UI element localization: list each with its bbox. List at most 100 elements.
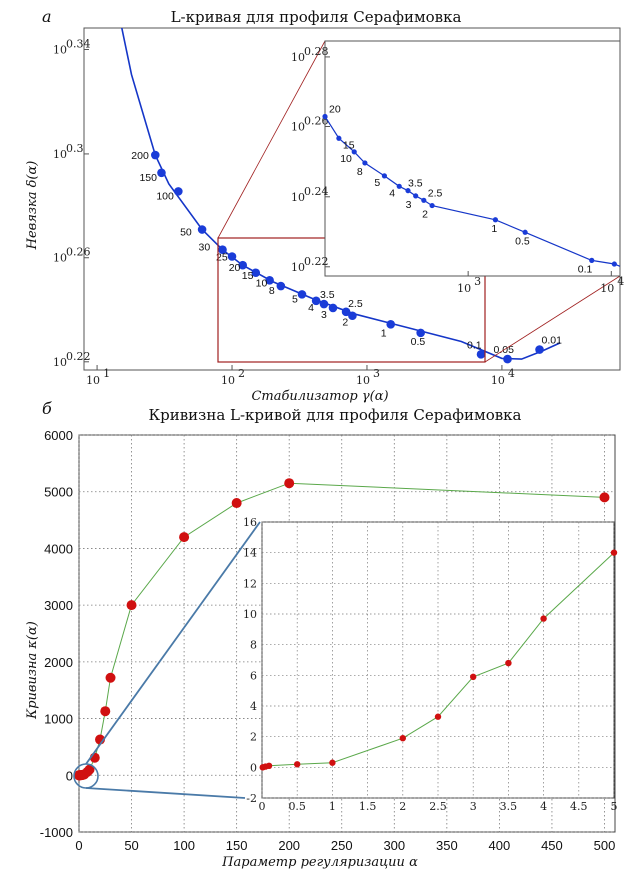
inset-x-tick-label: 3.5 <box>500 800 518 813</box>
l-curve-point <box>218 245 227 254</box>
x-tick-label: 100 <box>173 838 195 853</box>
inset-x-tick-label: 2.5 <box>429 800 447 813</box>
inset-x-tick-label: 4 <box>540 800 547 813</box>
inset-alpha-label: 3.5 <box>408 178 423 190</box>
x-tick-label: 500 <box>594 838 616 853</box>
curvature-point <box>84 764 95 775</box>
inset-x-tick-label: 2 <box>399 800 406 813</box>
panel-a-letter: а <box>42 7 52 26</box>
inset-alpha-label: 10 <box>340 153 352 165</box>
inset-point <box>351 149 357 155</box>
curvature-point <box>599 492 610 503</box>
inset-point <box>381 173 388 179</box>
x-tick-label: 300 <box>383 838 405 853</box>
x-tick-label: 400 <box>489 838 511 853</box>
l-curve-point <box>476 350 486 359</box>
inset-curvature-point <box>265 762 273 769</box>
y-tick-exponent: 0.26 <box>66 246 91 259</box>
inset-curvature-point <box>399 735 406 742</box>
inset-y-tick-exponent: 0.26 <box>304 115 329 128</box>
x-tick-label: 350 <box>436 838 458 853</box>
x-tick-exponent: 3 <box>373 367 380 380</box>
panel-b-xlabel: Параметр регуляризации α <box>221 855 418 870</box>
alpha-label: 2 <box>342 317 348 329</box>
inset-x-tick-label: 3 <box>470 800 477 813</box>
x-tick-label: 150 <box>226 838 248 853</box>
inset-alpha-label: 20 <box>329 103 341 115</box>
alpha-label: 0.5 <box>411 336 426 348</box>
panel-b-inset-grid <box>261 521 615 799</box>
panel-b-inset-series <box>259 549 618 771</box>
alpha-label: 200 <box>131 150 149 162</box>
panel-b: б Кривизна L-кривой для профиля Серафимо… <box>25 399 618 870</box>
panel-a-inset-frame <box>324 40 621 277</box>
inset-curvature-point <box>610 549 618 556</box>
inset-y-tick-label: 16 <box>243 516 257 529</box>
inset-y-tick-label: 14 <box>243 547 257 560</box>
l-curve-point <box>157 168 166 178</box>
x-tick-exponent: 2 <box>238 367 245 380</box>
panel-b-letter: б <box>42 399 52 418</box>
inset-alpha-label: 3 <box>406 199 412 211</box>
inset-alpha-label: 8 <box>357 166 363 178</box>
zoom-connector-right <box>484 275 621 363</box>
l-curve-point <box>265 276 274 285</box>
alpha-label: 10 <box>256 277 268 289</box>
inset-point <box>492 217 499 223</box>
l-curve-point <box>311 296 321 306</box>
inset-point <box>611 261 617 267</box>
alpha-label: 3.5 <box>320 289 335 301</box>
alpha-label: 30 <box>198 242 210 254</box>
inset-point <box>405 188 411 194</box>
x-tick-label: 10 <box>86 374 100 387</box>
curvature-point <box>126 600 137 611</box>
inset-point <box>522 229 528 235</box>
inset-curvature-point <box>329 759 336 766</box>
inset-curvature-point <box>294 761 301 768</box>
inset-y-tick-label: 6 <box>250 669 257 682</box>
inset-x-tick-label: 1 <box>329 800 336 813</box>
inset-alpha-label: 1 <box>491 223 497 235</box>
y-tick-label: 6000 <box>44 428 73 443</box>
inset-point <box>421 197 427 203</box>
inset-y-tick-exponent: 0.28 <box>304 45 329 58</box>
inset-point <box>413 193 419 199</box>
inset-x-tick-exponent: 3 <box>474 275 481 288</box>
inset-x-tick-label: 0.5 <box>288 800 306 813</box>
panel-a-xlabel: Стабилизатор γ(α) <box>251 389 388 404</box>
y-tick-label: -1000 <box>40 825 73 840</box>
inset-point <box>362 160 368 166</box>
alpha-label: 100 <box>156 190 174 202</box>
l-curve-point <box>328 303 338 313</box>
inset-alpha-label: 0.1 <box>578 263 593 275</box>
inset-point <box>396 183 402 189</box>
x-tick-exponent: 1 <box>103 367 110 380</box>
inset-point <box>322 113 328 120</box>
inset-y-tick-label: 4 <box>250 700 257 713</box>
inset-y-tick-label: 10 <box>291 121 305 134</box>
l-curve-point <box>197 225 207 234</box>
y-tick-label: 3000 <box>44 598 73 613</box>
alpha-label: 15 <box>242 270 254 282</box>
panel-b-inset-frame <box>261 521 615 799</box>
y-tick-label: 5000 <box>44 485 73 500</box>
inset-x-tick-label: 10 <box>457 282 471 295</box>
l-curve-point <box>238 260 248 270</box>
zoom-connector-top <box>85 521 261 765</box>
inset-alpha-label: 15 <box>343 139 355 151</box>
panel-b-ylabel: Кривизна κ(α) <box>25 621 40 720</box>
alpha-label: 4 <box>308 302 314 314</box>
l-curve-point <box>348 311 357 321</box>
alpha-label: 0.1 <box>467 339 482 351</box>
alpha-label: 3 <box>321 309 327 321</box>
y-tick-label: 4000 <box>44 541 73 556</box>
curvature-point <box>179 532 190 543</box>
inset-x-tick-label: 5 <box>611 800 618 813</box>
x-tick-label: 200 <box>278 838 300 853</box>
y-tick-label: 10 <box>53 252 67 265</box>
curvature-point <box>100 706 111 717</box>
inset-y-tick-label: 10 <box>243 608 257 621</box>
